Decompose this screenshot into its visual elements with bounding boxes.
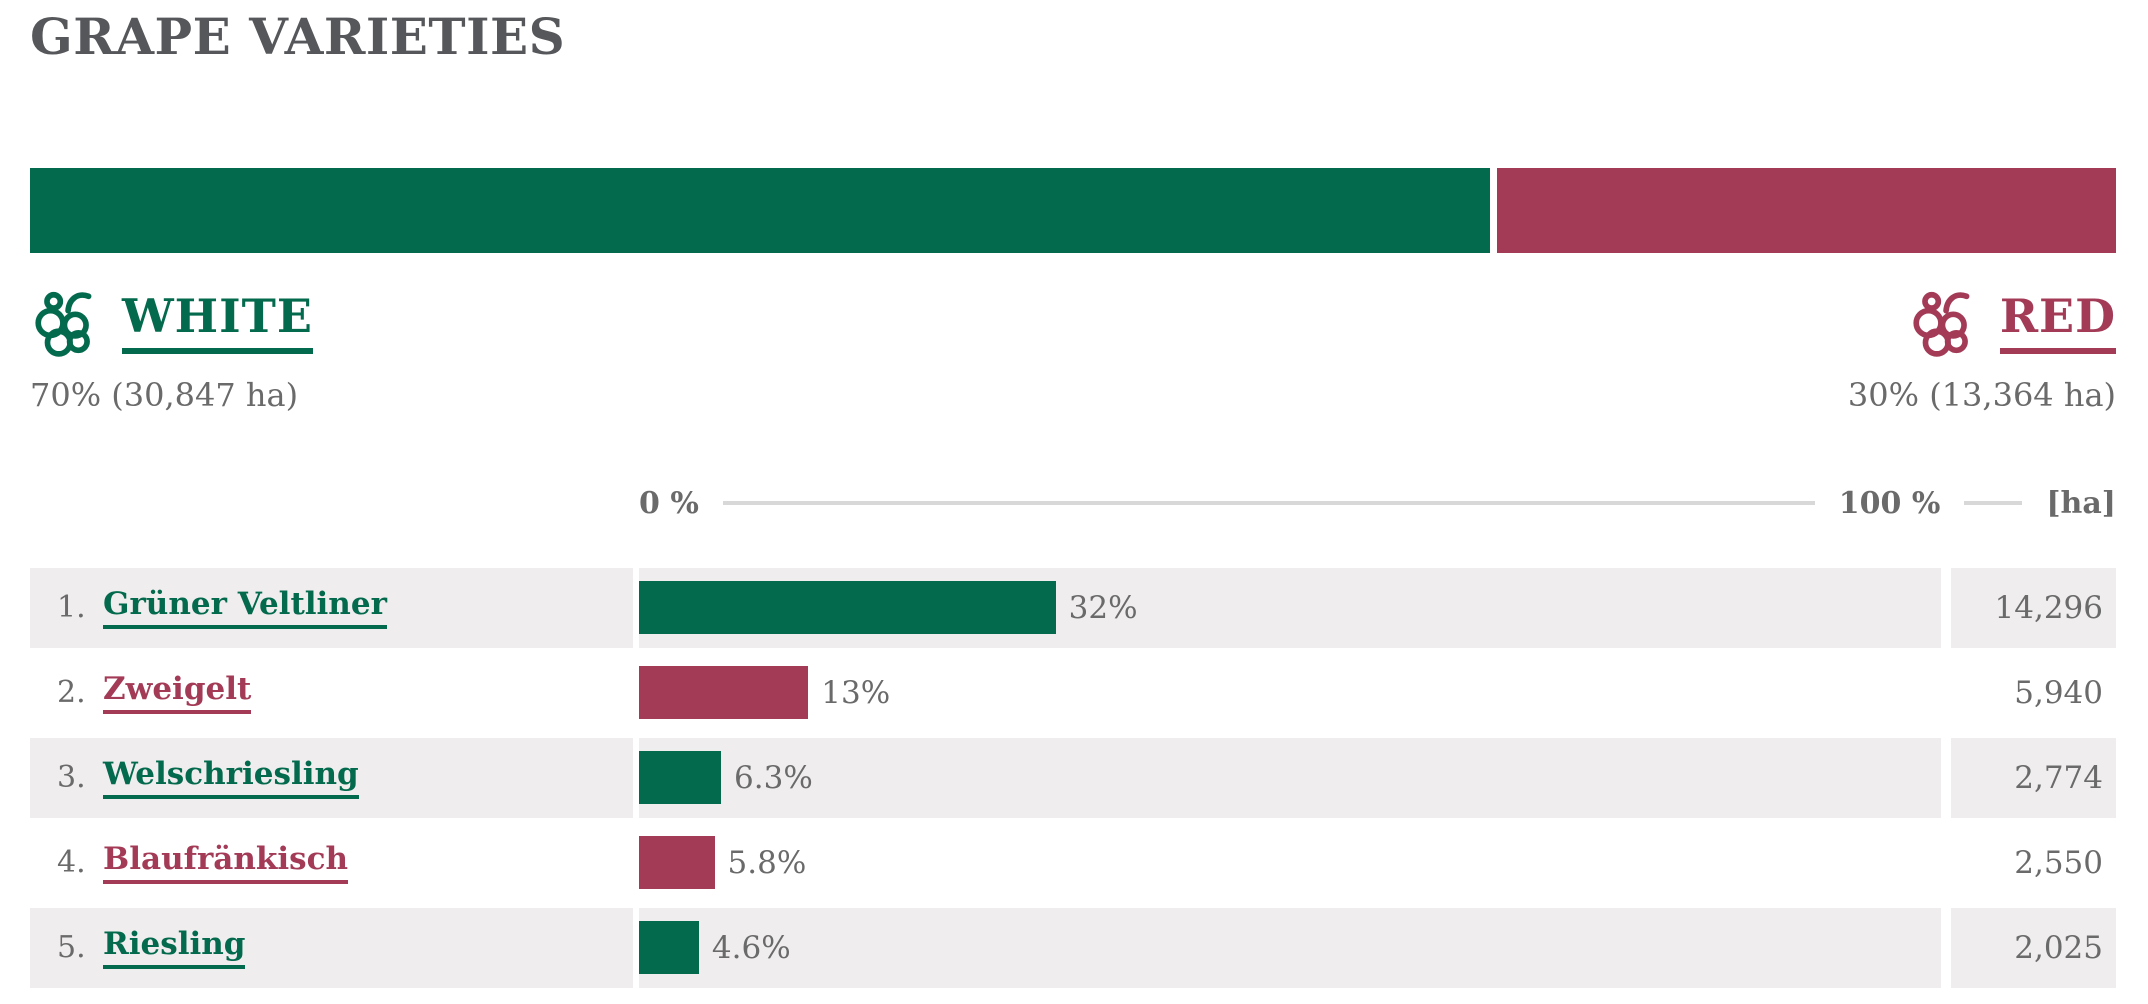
variety-label-cell: 1. Grüner Veltliner bbox=[30, 567, 633, 648]
table-row: 5. Riesling 4.6% 2,025 bbox=[30, 907, 2116, 988]
variety-label-cell: 3. Welschriesling bbox=[30, 737, 633, 818]
variety-bar-cell: 4.6% bbox=[639, 907, 1941, 988]
white-red-stacked-bar bbox=[30, 167, 2116, 253]
stacked-bar-white-segment bbox=[30, 167, 1491, 253]
axis-line-short bbox=[1964, 501, 2023, 505]
variety-link[interactable]: Riesling bbox=[103, 926, 246, 969]
variety-pct-label: 4.6% bbox=[711, 929, 791, 966]
variety-ha-value: 2,774 bbox=[1951, 737, 2116, 818]
table-row: 4. Blaufränkisch 5.8% 2,550 bbox=[30, 822, 2116, 903]
variety-label-cell: 4. Blaufränkisch bbox=[30, 822, 633, 903]
red-grapes-icon bbox=[1908, 286, 1980, 358]
stacked-bar-red-segment bbox=[1497, 167, 2116, 253]
variety-rank: 4. bbox=[57, 845, 86, 880]
table-row: 2. Zweigelt 13% 5,940 bbox=[30, 652, 2116, 733]
variety-ha-value: 2,550 bbox=[1951, 822, 2116, 903]
chart-axis: 0 % 100 % [ha] bbox=[30, 486, 2116, 521]
variety-bar bbox=[639, 921, 699, 974]
variety-link[interactable]: Welschriesling bbox=[103, 756, 359, 799]
varieties-table: 1. Grüner Veltliner 32% 14,296 2. Zweige… bbox=[30, 567, 2116, 988]
variety-bar-cell: 32% bbox=[639, 567, 1941, 648]
variety-bar bbox=[639, 666, 809, 719]
variety-bar bbox=[639, 751, 722, 804]
page-title: GRAPE VARIETIES bbox=[30, 7, 566, 66]
variety-link[interactable]: Grüner Veltliner bbox=[103, 586, 387, 629]
variety-link[interactable]: Zweigelt bbox=[103, 671, 252, 714]
variety-link[interactable]: Blaufränkisch bbox=[103, 841, 349, 884]
variety-rank: 1. bbox=[57, 590, 86, 625]
white-grapes-icon bbox=[30, 286, 102, 358]
variety-pct-label: 13% bbox=[821, 674, 891, 711]
axis-zero-label: 0 % bbox=[639, 485, 699, 521]
variety-rank: 2. bbox=[57, 675, 86, 710]
legend-white: WHITE 70% (30,847 ha) bbox=[30, 286, 313, 414]
axis-line bbox=[722, 501, 1815, 505]
variety-ha-value: 5,940 bbox=[1951, 652, 2116, 733]
table-row: 1. Grüner Veltliner 32% 14,296 bbox=[30, 567, 2116, 648]
table-row: 3. Welschriesling 6.3% 2,774 bbox=[30, 737, 2116, 818]
variety-rank: 5. bbox=[57, 930, 86, 965]
variety-rank: 3. bbox=[57, 760, 86, 795]
variety-pct-label: 5.8% bbox=[727, 844, 807, 881]
white-wines-link[interactable]: WHITE bbox=[122, 289, 313, 354]
variety-label-cell: 5. Riesling bbox=[30, 907, 633, 988]
axis-unit-label: [ha] bbox=[2046, 485, 2116, 521]
axis-hundred-label: 100 % bbox=[1838, 485, 1941, 521]
variety-ha-value: 14,296 bbox=[1951, 567, 2116, 648]
variety-bar bbox=[639, 581, 1056, 634]
variety-bar-cell: 5.8% bbox=[639, 822, 1941, 903]
red-wines-link[interactable]: RED bbox=[1999, 289, 2116, 354]
variety-pct-label: 6.3% bbox=[734, 759, 813, 796]
variety-bar bbox=[639, 836, 715, 889]
legend-red: RED 30% (13,364 ha) bbox=[1848, 286, 2116, 414]
red-share-detail: 30% (13,364 ha) bbox=[1847, 375, 2116, 414]
variety-ha-value: 2,025 bbox=[1951, 907, 2116, 988]
legend-row: WHITE 70% (30,847 ha) RED 30% (13,364 ha… bbox=[30, 286, 2116, 414]
variety-bar-cell: 13% bbox=[639, 652, 1941, 733]
white-share-detail: 70% (30,847 ha) bbox=[30, 375, 299, 414]
variety-bar-cell: 6.3% bbox=[639, 737, 1941, 818]
variety-pct-label: 32% bbox=[1068, 589, 1138, 626]
variety-label-cell: 2. Zweigelt bbox=[30, 652, 633, 733]
